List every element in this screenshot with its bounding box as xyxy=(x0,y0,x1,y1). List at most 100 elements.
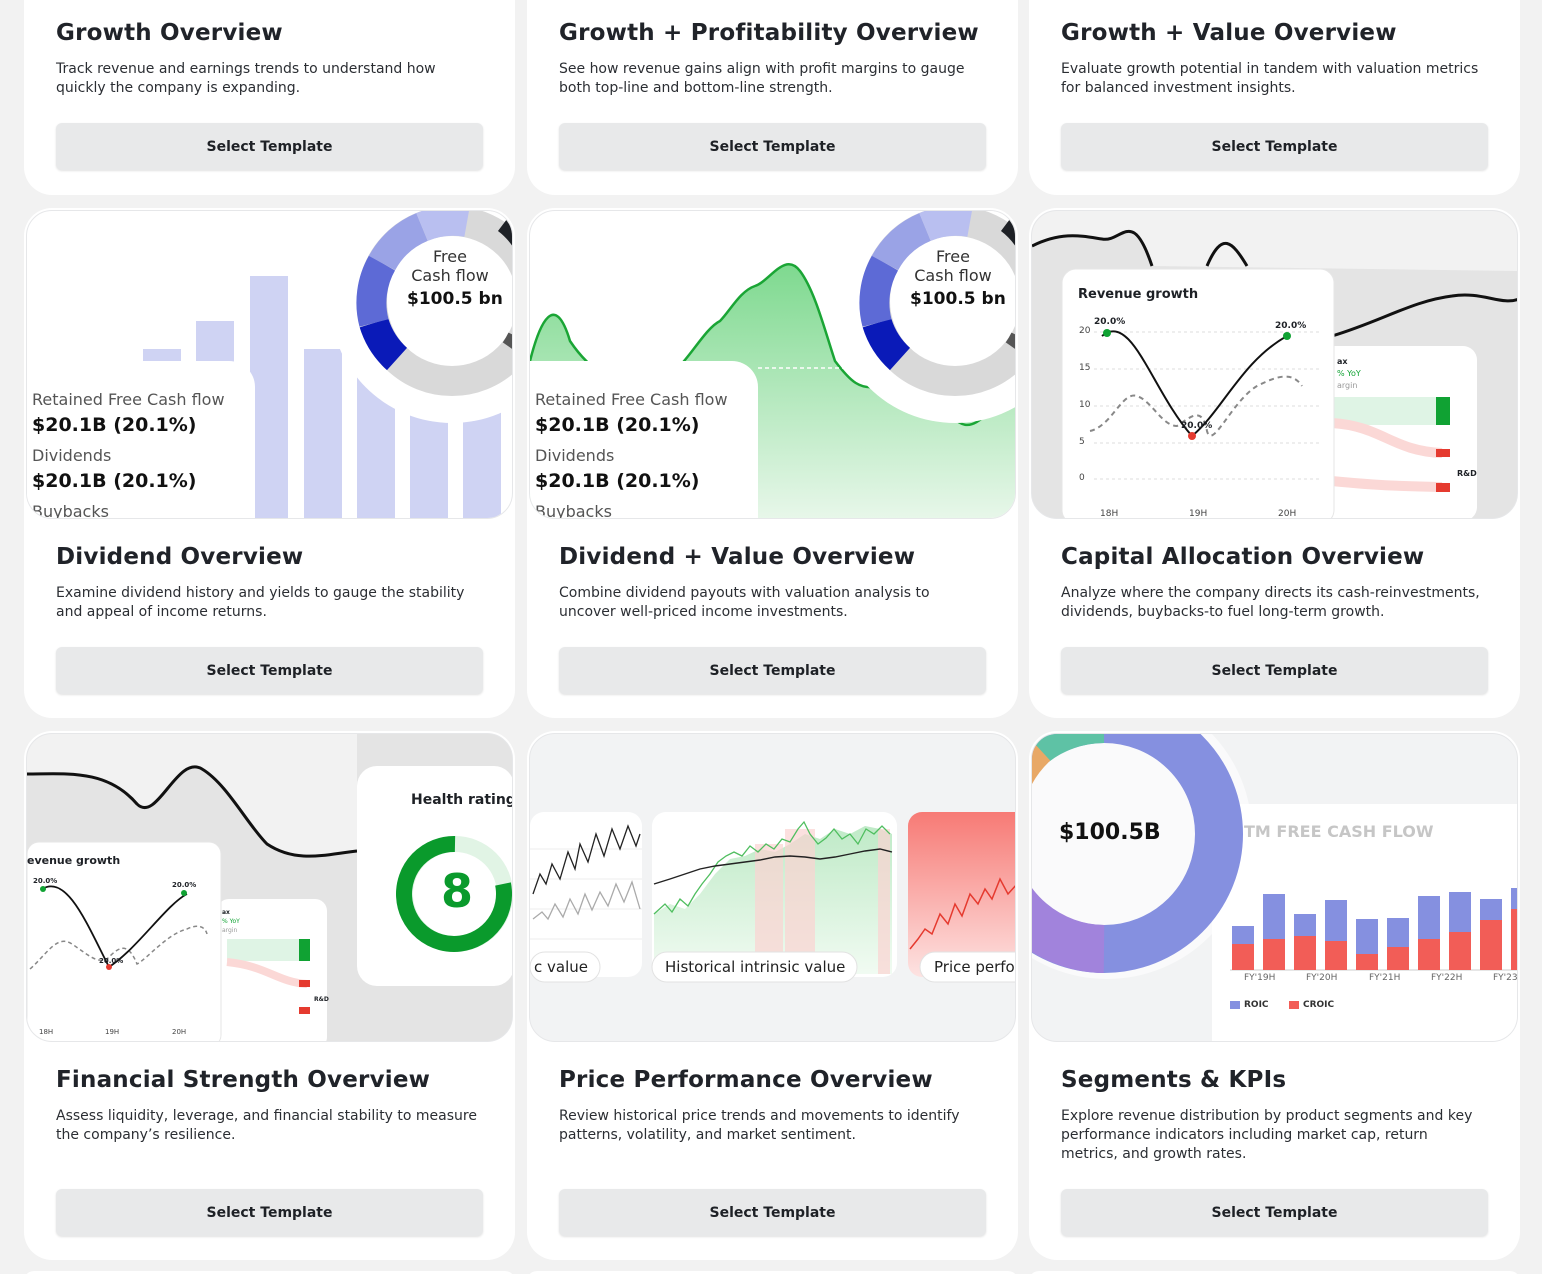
card-title: Price Performance Overview xyxy=(559,1067,933,1093)
y-tick: 0 xyxy=(1079,473,1085,483)
template-card-dividend: Free Cash flow $100.5 bn Retained Free C… xyxy=(24,208,515,718)
side-label: % YoY xyxy=(1337,369,1361,378)
peak-label-right: 20.0% xyxy=(172,881,197,889)
card-title: Financial Strength Overview xyxy=(56,1067,431,1093)
retained-label: Retained Free Cash flow xyxy=(32,390,225,409)
dividends-label: Dividends xyxy=(32,446,112,465)
side-label: argin xyxy=(222,927,238,934)
card-title: Dividend + Value Overview xyxy=(559,544,916,570)
next-card-peek xyxy=(527,1271,1018,1274)
card-description: Combine dividend payouts with valuation … xyxy=(559,585,930,620)
legend-croic: CROIC xyxy=(1303,1000,1335,1010)
select-template-button[interactable]: Select Template xyxy=(56,123,483,170)
select-template-button[interactable]: Select Template xyxy=(559,1189,986,1236)
buybacks-label: Buybacks xyxy=(32,502,109,519)
fcf-title-line1: Free xyxy=(936,247,970,266)
select-template-button[interactable]: Select Template xyxy=(56,1189,483,1236)
template-card-price-performance: c value Historical intrinsic value Price… xyxy=(527,731,1018,1260)
trough-label: 20.0% xyxy=(1181,421,1213,431)
template-card-segments-kpis: $100.5B TM FREE CASH FLOW FY'19H FY'20H … xyxy=(1029,731,1520,1260)
fcf-title-line2: Cash flow xyxy=(411,266,489,285)
side-label: R&D xyxy=(314,996,329,1003)
dividends-value: $20.1B (20.1%) xyxy=(535,470,700,492)
peak-label-left: 20.0% xyxy=(1094,317,1126,327)
fcf-title-line1: Free xyxy=(433,247,467,266)
card-title: Capital Allocation Overview xyxy=(1061,544,1425,570)
next-card-peek xyxy=(1029,1271,1520,1274)
financial-strength-graphic xyxy=(27,734,512,1041)
fcf-title-line2: Cash flow xyxy=(914,266,992,285)
select-template-button[interactable]: Select Template xyxy=(559,123,986,170)
template-card-growth: Growth Overview Track revenue and earnin… xyxy=(24,0,515,195)
card-thumbnail: $100.5B TM FREE CASH FLOW FY'19H FY'20H … xyxy=(1031,733,1518,1042)
template-card-financial-strength: evenue growth 20.0% 20.0% 20.0% 18H 19H … xyxy=(24,731,515,1260)
template-card-growth-value: Growth + Value Overview Evaluate growth … xyxy=(1029,0,1520,195)
side-label: ax xyxy=(1337,357,1348,366)
side-label: argin xyxy=(1337,381,1358,390)
dividends-label: Dividends xyxy=(535,446,615,465)
x-tick: 19H xyxy=(105,1028,120,1036)
peak-label-left: 20.0% xyxy=(33,877,58,885)
side-label: % YoY xyxy=(222,918,240,925)
peak-label-right: 20.0% xyxy=(1275,321,1307,331)
select-template-button[interactable]: Select Template xyxy=(56,647,483,694)
buybacks-label: Buybacks xyxy=(535,502,612,519)
y-tick: 20 xyxy=(1079,326,1091,336)
card-title: Segments & KPIs xyxy=(1061,1067,1287,1093)
dividend-panel: Retained Free Cash flow $20.1B (20.1%) D… xyxy=(27,361,255,519)
chip-label-right: Price perfo xyxy=(934,958,1015,976)
capital-allocation-graphic xyxy=(1032,211,1517,518)
health-rating-value: 8 xyxy=(440,864,473,918)
card-description: Review historical price trends and movem… xyxy=(559,1108,960,1143)
retained-label: Retained Free Cash flow xyxy=(535,390,728,409)
card-description: See how revenue gains align with profit … xyxy=(559,61,965,96)
card-thumbnail: evenue growth 20.0% 20.0% 20.0% 18H 19H … xyxy=(26,733,513,1042)
x-tick: 18H xyxy=(1100,509,1119,519)
side-label: ax xyxy=(222,909,230,916)
retained-value: $20.1B (20.1%) xyxy=(535,414,700,436)
x-tick: 18H xyxy=(39,1028,54,1036)
chip-label-left: c value xyxy=(534,958,588,976)
select-template-button[interactable]: Select Template xyxy=(1061,123,1488,170)
legend-roic: ROIC xyxy=(1244,1000,1269,1010)
card-description: Explore revenue distribution by product … xyxy=(1061,1108,1473,1162)
template-card-capital-allocation: Revenue growth 20.0% 20.0% 20.0% 20 15 1… xyxy=(1029,208,1520,718)
segment-bars xyxy=(1232,888,1517,970)
card-description: Evaluate growth potential in tandem with… xyxy=(1061,61,1479,96)
donut-value: $100.5B xyxy=(1059,820,1161,845)
health-rating-title: Health rating xyxy=(411,792,513,808)
x-tick: FY'23 xyxy=(1493,973,1518,983)
template-card-growth-profitability: Growth + Profitability Overview See how … xyxy=(527,0,1018,195)
x-tick: FY'22H xyxy=(1431,973,1463,983)
x-tick: 20H xyxy=(172,1028,187,1036)
select-template-button[interactable]: Select Template xyxy=(559,647,986,694)
retained-value: $20.1B (20.1%) xyxy=(32,414,197,436)
segments-graphic xyxy=(1032,734,1517,1041)
select-template-button[interactable]: Select Template xyxy=(1061,647,1488,694)
x-tick: FY'19H xyxy=(1244,973,1276,983)
select-template-button[interactable]: Select Template xyxy=(1061,1189,1488,1236)
card-thumbnail: Revenue growth 20.0% 20.0% 20.0% 20 15 1… xyxy=(1031,210,1518,519)
x-tick: 20H xyxy=(1278,509,1297,519)
revenue-growth-title: Revenue growth xyxy=(1078,287,1199,302)
y-tick: 10 xyxy=(1079,400,1091,410)
card-title: Growth Overview xyxy=(56,20,283,46)
y-tick: 5 xyxy=(1079,437,1085,447)
chip-label-center: Historical intrinsic value xyxy=(665,958,846,976)
next-card-peek xyxy=(24,1271,515,1274)
fcf-value: $100.5 bn xyxy=(407,289,503,309)
card-thumbnail: Free Cash flow $100.5 bn Retained Free C… xyxy=(26,210,513,519)
fcf-value: $100.5 bn xyxy=(910,289,1006,309)
y-tick: 15 xyxy=(1079,363,1091,373)
card-thumbnail: c value Historical intrinsic value Price… xyxy=(529,733,1016,1042)
x-tick: FY'21H xyxy=(1369,973,1401,983)
card-thumbnail: Free Cash flow $100.5 bn Retained Free C… xyxy=(529,210,1016,519)
dividend-panel: Retained Free Cash flow $20.1B (20.1%) D… xyxy=(530,361,758,519)
trough-label: 20.0% xyxy=(99,957,124,965)
card-description: Examine dividend history and yields to g… xyxy=(56,585,465,620)
bar-chart-graphic xyxy=(143,211,512,518)
x-tick: 19H xyxy=(1189,509,1208,519)
card-title: Dividend Overview xyxy=(56,544,304,570)
revenue-growth-title: evenue growth xyxy=(27,854,121,867)
card-title: Growth + Value Overview xyxy=(1061,20,1397,46)
